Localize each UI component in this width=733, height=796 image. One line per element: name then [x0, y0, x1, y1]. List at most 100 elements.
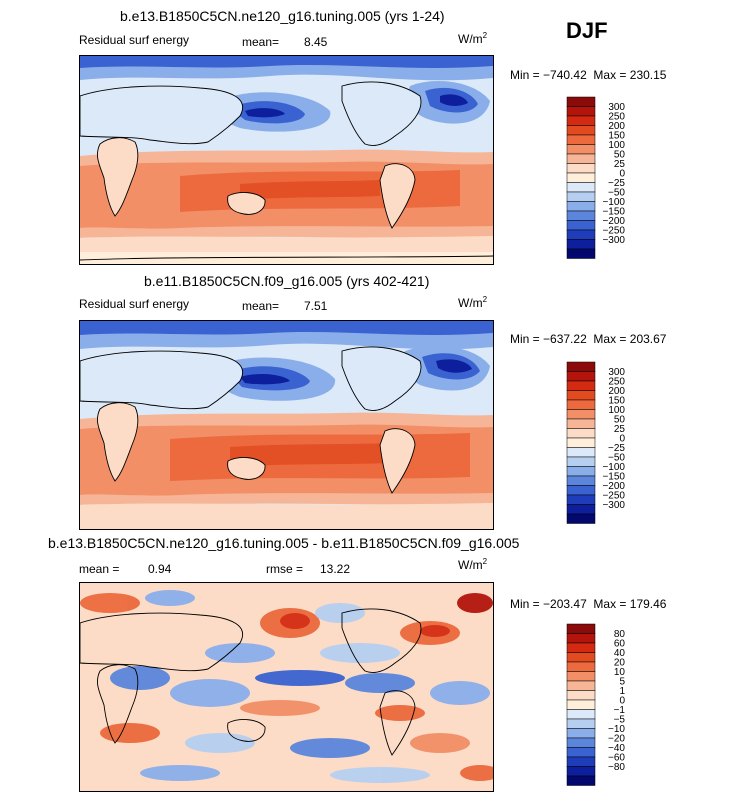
- panel3-colorbar-label: −40: [608, 743, 625, 754]
- panel2-min-label: Min =: [510, 332, 540, 346]
- panel2-colorbar-box: [566, 494, 596, 505]
- panel3-units: W/m2: [458, 557, 487, 572]
- units-exponent: 2: [482, 31, 488, 40]
- panel1-colorbar: 300 250 200 150 100 50 25 0 −25 −50 −100 −150 −200 −2…: [565, 95, 645, 266]
- panel3-colorbar-label: 1: [619, 686, 625, 697]
- panel3-colorbar-label: 5: [619, 677, 625, 688]
- panel3-max-value: 179.46: [629, 597, 667, 611]
- panel2-colorbar-box: [566, 361, 596, 372]
- panel2-colorbar-label: 250: [608, 377, 625, 388]
- panel3-colorbar-box: [566, 680, 596, 691]
- panel1-field-label: Residual surf energy: [79, 33, 190, 47]
- panel1-colorbar-box: [566, 220, 596, 231]
- panel3-max-label: Max =: [593, 597, 627, 611]
- panel3-colorbar-box: [566, 642, 596, 653]
- panel3-colorbar-label: −60: [608, 753, 625, 764]
- panel2-units: W/m2: [458, 295, 487, 310]
- panel1-colorbar-label: −150: [602, 207, 625, 218]
- panel1-colorbar-box: [566, 144, 596, 155]
- panel1-colorbar-box: [566, 182, 596, 193]
- panel1-colorbar-box: [566, 153, 596, 164]
- panel1-colorbar-box: [566, 106, 596, 117]
- panel1-colorbar-box: [566, 191, 596, 202]
- panel2-colorbar-box: [566, 504, 596, 515]
- panel3-colorbar-label: −5: [614, 715, 626, 726]
- panel3-title: b.e13.B1850C5CN.ne120_g16.tuning.005 - b…: [48, 535, 520, 551]
- panel1-colorbar-box: [566, 210, 596, 221]
- panel3-colorbar-box: [566, 671, 596, 682]
- panel1-colorbar-label: 50: [614, 150, 626, 161]
- panel2-colorbar-box: [566, 475, 596, 486]
- panel1-colorbar-label: −300: [602, 235, 625, 246]
- panel1-minmax: Min = −740.42 Max = 230.15: [510, 68, 666, 82]
- panel1-colorbar-label: −25: [608, 178, 625, 189]
- panel2-colorbar-box: [566, 371, 596, 382]
- panel1-colorbar-label: −250: [602, 226, 625, 237]
- panel3-colorbar-box: [566, 699, 596, 710]
- panel3-colorbar-box: [566, 728, 596, 739]
- panel2-colorbar-box: [566, 418, 596, 429]
- units-base: W/m: [458, 558, 483, 572]
- panel3-rmse-value: 13.22: [320, 562, 351, 576]
- panel1-map: [79, 55, 494, 265]
- panel3-colorbar-label: 60: [614, 639, 626, 650]
- panel2-colorbar-label: 200: [608, 386, 625, 397]
- panel2-mean-label: mean=: [242, 299, 280, 313]
- panel3-min-value: −203.47: [543, 597, 587, 611]
- units-exponent: 2: [482, 295, 488, 304]
- panel3-colorbar-box: [566, 661, 596, 672]
- panel1-colorbar-box: [566, 239, 596, 250]
- panel1-map-svg: [80, 56, 493, 264]
- panel1-colorbar-box: [566, 125, 596, 136]
- panel3-mean-value: 0.94: [148, 562, 172, 576]
- panel3-colorbar-label: −80: [608, 762, 625, 773]
- panel3-colorbar-label: 0: [619, 696, 625, 707]
- panel3-colorbar-box: [566, 718, 596, 729]
- panel3-colorbar-label: −20: [608, 734, 625, 745]
- panel3-min-label: Min =: [510, 597, 540, 611]
- panel1-colorbar-box: [566, 172, 596, 183]
- panel1-colorbar-box: [566, 134, 596, 145]
- panel2-map: [79, 320, 494, 530]
- panel1-colorbar-box: [566, 229, 596, 240]
- panel2-colorbar-box: [566, 399, 596, 410]
- panel1-colorbar-svg: 30025020015010050250−25−50−100−150−200−2…: [566, 96, 626, 259]
- panel2-colorbar-box: [566, 456, 596, 467]
- panel3-mean-label: mean =: [79, 562, 120, 576]
- panel2-colorbar-box: [566, 447, 596, 458]
- panel2-colorbar-label: 0: [619, 434, 625, 445]
- panel3-colorbar-label: 20: [614, 658, 626, 669]
- panel3-rmse-label: rmse =: [266, 562, 304, 576]
- panel3-colorbar-box: [566, 633, 596, 644]
- panel3-colorbar-box: [566, 756, 596, 767]
- panel2-colorbar-label: 50: [614, 415, 626, 426]
- panel1-colorbar-label: 25: [614, 159, 626, 170]
- panel2-colorbar-box: [566, 380, 596, 391]
- panel1-min-label: Min =: [510, 68, 540, 82]
- panel2-colorbar-label: −25: [608, 443, 625, 454]
- panel1-colorbar-label: 200: [608, 121, 625, 132]
- panel3-colorbar-box: [566, 747, 596, 758]
- panel1-colorbar-box: [566, 115, 596, 126]
- panel3-map: [79, 582, 494, 792]
- panel1-units: W/m2: [458, 31, 487, 46]
- panel2-colorbar-label: −50: [608, 453, 625, 464]
- panel3-colorbar-label: 80: [614, 629, 626, 640]
- panel3-colorbar-box: [566, 623, 596, 634]
- panel1-title: b.e13.B1850C5CN.ne120_g16.tuning.005 (yr…: [120, 8, 445, 24]
- panel1-colorbar-label: 250: [608, 112, 625, 123]
- panel3-colorbar-box: [566, 652, 596, 663]
- panel2-colorbar-box: [566, 390, 596, 401]
- panel3-colorbar-box: [566, 690, 596, 701]
- panel3-colorbar-box: [566, 775, 596, 786]
- panel2-colorbar-box: [566, 428, 596, 439]
- units-base: W/m: [458, 296, 483, 310]
- panel3-colorbar: 80 60 40 20 10 5 1 0 −1 −5 −10 −20 −40 −60 −80: [565, 622, 645, 793]
- panel2-colorbar-label: 100: [608, 405, 625, 416]
- panel3-colorbar-label: 40: [614, 648, 626, 659]
- panel2-colorbar: 300 250 200 150 100 50 25 0 −25 −50 −100 −150 −200 −2…: [565, 360, 645, 531]
- panel2-field-label: Residual surf energy: [79, 297, 190, 311]
- panel2-colorbar-label: −100: [602, 462, 625, 473]
- panel1-colorbar-label: 100: [608, 140, 625, 151]
